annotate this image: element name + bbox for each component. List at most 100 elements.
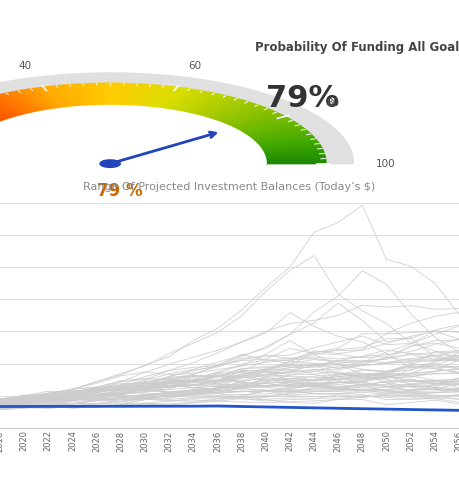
Polygon shape [165,79,200,109]
Polygon shape [27,89,53,110]
Polygon shape [88,84,97,106]
Polygon shape [263,147,322,153]
Polygon shape [202,99,241,117]
Polygon shape [0,89,21,117]
Polygon shape [263,149,323,154]
Polygon shape [254,128,336,142]
Polygon shape [0,99,18,117]
Polygon shape [262,143,348,152]
Polygon shape [136,74,156,106]
Polygon shape [194,96,230,115]
Polygon shape [70,85,84,106]
Polygon shape [39,87,62,109]
Polygon shape [257,137,315,146]
Polygon shape [61,85,78,107]
Polygon shape [228,104,297,126]
Polygon shape [143,75,166,107]
Polygon shape [18,90,47,111]
Polygon shape [0,102,11,120]
Polygon shape [264,150,324,155]
Text: Probability Of Funding All Goals:: Probability Of Funding All Goals: [255,41,459,54]
Polygon shape [264,150,352,156]
Polygon shape [207,101,248,119]
Polygon shape [171,89,198,110]
Polygon shape [2,93,35,113]
Polygon shape [0,104,6,121]
Polygon shape [230,106,301,127]
Polygon shape [236,110,310,130]
Polygon shape [133,74,151,106]
Polygon shape [215,104,258,121]
Polygon shape [238,112,313,131]
Polygon shape [257,132,340,144]
Polygon shape [210,94,269,120]
Polygon shape [30,77,62,109]
Polygon shape [185,93,218,113]
Polygon shape [188,85,236,114]
Polygon shape [179,92,210,112]
Polygon shape [250,128,305,139]
Polygon shape [265,155,325,159]
Polygon shape [0,101,13,119]
Polygon shape [207,93,265,119]
Polygon shape [6,92,38,113]
Polygon shape [235,109,307,129]
Polygon shape [219,106,264,123]
Polygon shape [217,105,261,122]
Polygon shape [120,73,130,105]
Polygon shape [260,142,319,149]
Polygon shape [259,140,318,148]
Polygon shape [85,73,97,106]
Polygon shape [101,83,107,105]
Polygon shape [75,74,90,106]
Polygon shape [252,125,332,140]
Polygon shape [0,99,1,123]
Polygon shape [222,100,287,124]
Polygon shape [266,160,353,162]
Polygon shape [179,83,223,112]
Polygon shape [35,88,59,109]
Polygon shape [236,116,287,130]
Polygon shape [130,84,142,106]
Polygon shape [255,134,313,143]
Polygon shape [52,86,71,107]
Polygon shape [258,139,317,147]
Polygon shape [50,75,74,107]
Text: 79 %: 79 % [96,182,142,200]
Polygon shape [133,84,146,106]
Polygon shape [174,90,202,111]
Polygon shape [31,88,56,109]
Polygon shape [152,76,180,108]
Polygon shape [222,107,268,124]
Polygon shape [264,149,351,155]
Polygon shape [232,107,304,128]
Polygon shape [0,90,18,117]
Polygon shape [0,95,29,115]
Polygon shape [90,73,101,105]
Polygon shape [183,92,214,113]
Polygon shape [96,83,104,105]
Polygon shape [254,133,311,142]
Polygon shape [174,81,214,111]
Polygon shape [262,145,321,152]
Polygon shape [245,123,299,136]
Polygon shape [168,89,194,110]
Polygon shape [226,110,274,126]
Polygon shape [83,84,94,106]
Polygon shape [205,91,261,118]
Polygon shape [0,84,35,113]
Polygon shape [265,154,353,159]
Polygon shape [242,121,295,134]
Polygon shape [258,136,343,147]
Polygon shape [149,76,176,107]
Polygon shape [224,102,291,125]
Polygon shape [0,91,16,118]
Polygon shape [22,89,50,110]
Polygon shape [0,96,27,115]
Polygon shape [136,85,151,106]
Polygon shape [127,84,137,106]
Polygon shape [248,126,303,138]
Polygon shape [235,115,285,129]
Polygon shape [191,95,226,115]
Polygon shape [257,134,341,146]
